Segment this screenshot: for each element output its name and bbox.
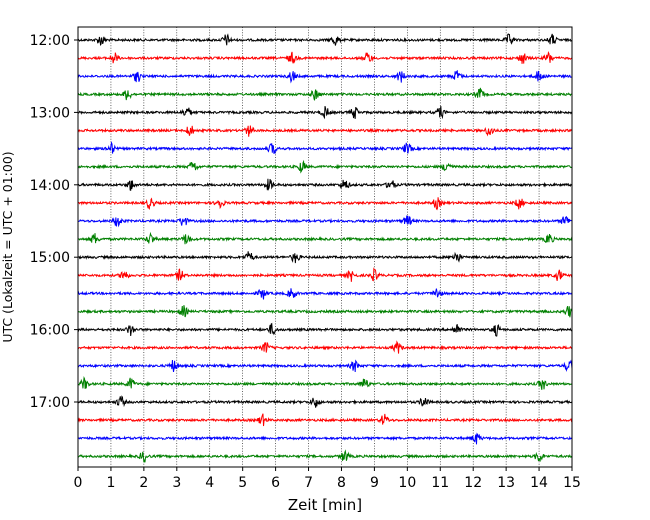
y-axis-ticks: 12:00 13:00 14:00 15:00 16:00 17:00 [30,33,78,411]
trace-line [77,305,573,318]
trace-line [77,215,573,228]
y-axis-label: UTC (Lokalzeit = UTC + 01:00) [0,151,15,342]
trace-line [77,33,573,47]
x-tick-label: 12 [464,475,482,491]
x-tick-label: 8 [337,475,346,491]
x-tick-label: 0 [74,475,83,491]
trace-line [77,69,573,84]
grid-lines [110,27,540,467]
trace-line [77,432,573,445]
trace-line [77,178,573,192]
seismic-traces [77,33,573,463]
trace-line [77,376,573,390]
trace-line [77,141,573,155]
trace-line [77,251,573,264]
x-axis-ticks: 0 1 2 3 4 5 6 7 8 9 10 11 12 13 14 15 [74,467,581,491]
trace-line [77,340,573,354]
x-tick-label: 14 [530,475,548,491]
trace-line [77,267,573,282]
y-tick-label: 13:00 [30,105,70,121]
x-tick-label: 4 [205,475,214,491]
x-axis-label: Zeit [min] [288,496,362,514]
y-tick-label: 15:00 [30,250,70,266]
trace-line [77,359,573,373]
trace-line [77,197,573,211]
trace-line [77,231,573,245]
trace-line [77,159,573,174]
trace-line [77,322,573,337]
x-tick-label: 2 [139,475,148,491]
x-tick-label: 11 [431,475,449,491]
y-tick-label: 14:00 [30,178,70,194]
x-tick-label: 5 [238,475,247,491]
y-tick-label: 17:00 [30,395,70,411]
x-tick-label: 15 [563,475,581,491]
y-tick-label: 16:00 [30,323,70,339]
x-tick-label: 10 [398,475,416,491]
trace-line [77,125,573,137]
x-tick-label: 1 [106,475,115,491]
y-tick-label: 12:00 [30,33,70,49]
x-tick-label: 7 [304,475,313,491]
x-tick-label: 13 [497,475,515,491]
x-tick-label: 9 [370,475,379,491]
trace-line [77,395,573,408]
trace-line [77,449,573,463]
trace-line [77,105,573,120]
x-tick-label: 3 [172,475,181,491]
trace-line [77,51,573,64]
x-tick-label: 6 [271,475,280,491]
trace-line [77,87,573,101]
trace-line [77,413,573,427]
trace-line [77,288,573,300]
plot-frame [77,26,573,468]
